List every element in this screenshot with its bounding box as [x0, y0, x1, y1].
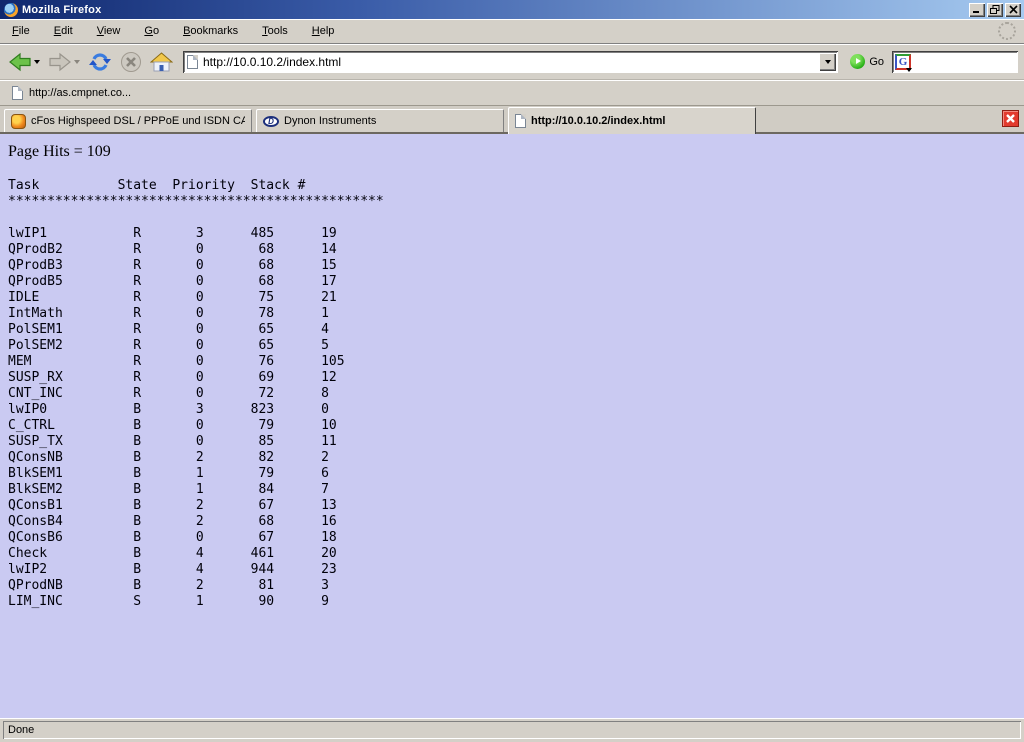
close-button[interactable]: [1005, 3, 1021, 17]
forward-arrow-icon: [48, 52, 72, 72]
go-button[interactable]: Go: [846, 54, 888, 69]
tab-strip: cFos Highspeed DSL / PPPoE und ISDN CAP.…: [0, 106, 1024, 134]
restore-button[interactable]: [987, 3, 1003, 17]
back-button[interactable]: [6, 50, 42, 74]
bookmark-favicon-icon: [12, 86, 23, 100]
home-icon: [150, 52, 173, 72]
tab-3[interactable]: http://10.0.10.2/index.html: [508, 107, 756, 134]
page-content: Page Hits = 109 Task State Priority Stac…: [0, 134, 1024, 718]
reload-button[interactable]: [86, 49, 114, 75]
restore-icon: [990, 5, 1000, 14]
tab-close-button[interactable]: [1002, 110, 1019, 127]
tab-label: Dynon Instruments: [284, 115, 376, 127]
menu-tools[interactable]: Tools: [254, 22, 296, 40]
forward-button[interactable]: [46, 50, 82, 74]
tab-label: http://10.0.10.2/index.html: [531, 115, 665, 127]
bookmarks-toolbar: http://as.cmpnet.co...: [0, 80, 1024, 106]
go-label: Go: [869, 56, 884, 68]
minimize-button[interactable]: [969, 3, 985, 17]
cfos-favicon-icon: [11, 114, 26, 129]
url-bar[interactable]: http://10.0.10.2/index.html: [183, 51, 838, 73]
url-input[interactable]: http://10.0.10.2/index.html: [203, 55, 819, 69]
bookmark-label: http://as.cmpnet.co...: [29, 87, 131, 99]
home-button[interactable]: [148, 50, 175, 74]
tab-1[interactable]: cFos Highspeed DSL / PPPoE und ISDN CAP.…: [4, 109, 252, 132]
menu-help[interactable]: Help: [304, 22, 343, 40]
status-text: Done: [8, 724, 34, 736]
menu-edit[interactable]: Edit: [46, 22, 81, 40]
url-dropdown-button[interactable]: [819, 53, 836, 71]
window-title: Mozilla Firefox: [22, 4, 969, 16]
menu-view[interactable]: View: [89, 22, 129, 40]
dynon-favicon-icon: D: [263, 116, 279, 127]
minimize-icon: [972, 5, 982, 14]
tab-2[interactable]: D Dynon Instruments: [256, 109, 504, 132]
go-icon: [850, 54, 865, 69]
back-dropdown-caret[interactable]: [34, 60, 40, 64]
navigation-toolbar: http://10.0.10.2/index.html Go G: [0, 44, 1024, 80]
stop-icon: [120, 51, 142, 73]
forward-dropdown-caret[interactable]: [74, 60, 80, 64]
page-favicon-icon: [187, 55, 198, 69]
menu-go[interactable]: Go: [136, 22, 167, 40]
status-text-panel: Done: [3, 721, 1021, 739]
status-bar: Done: [0, 718, 1024, 742]
page-favicon-icon: [515, 114, 526, 128]
title-bar: Mozilla Firefox: [0, 0, 1024, 19]
menu-bookmarks[interactable]: Bookmarks: [175, 22, 246, 40]
stop-button[interactable]: [118, 49, 144, 75]
google-logo-icon[interactable]: G: [895, 54, 911, 70]
tab-close-x-icon: [1005, 113, 1016, 124]
tab-label: cFos Highspeed DSL / PPPoE und ISDN CAP.…: [31, 115, 245, 127]
bookmark-item[interactable]: http://as.cmpnet.co...: [8, 84, 135, 102]
browser-window: Mozilla Firefox File Edit View Go Bookmarks T…: [0, 0, 1024, 742]
back-arrow-icon: [8, 52, 32, 72]
url-dropdown-caret: [825, 60, 831, 64]
reload-icon: [88, 51, 112, 73]
task-table: Task State Priority Stack # ************…: [8, 178, 1016, 610]
search-input[interactable]: G: [892, 51, 1018, 73]
throbber-icon: [998, 22, 1016, 40]
menu-file[interactable]: File: [4, 22, 38, 40]
page-hits-counter: Page Hits = 109: [8, 143, 1016, 161]
menu-bar: File Edit View Go Bookmarks Tools Help: [0, 19, 1024, 44]
firefox-logo-icon: [4, 3, 18, 17]
close-icon: [1009, 5, 1018, 14]
